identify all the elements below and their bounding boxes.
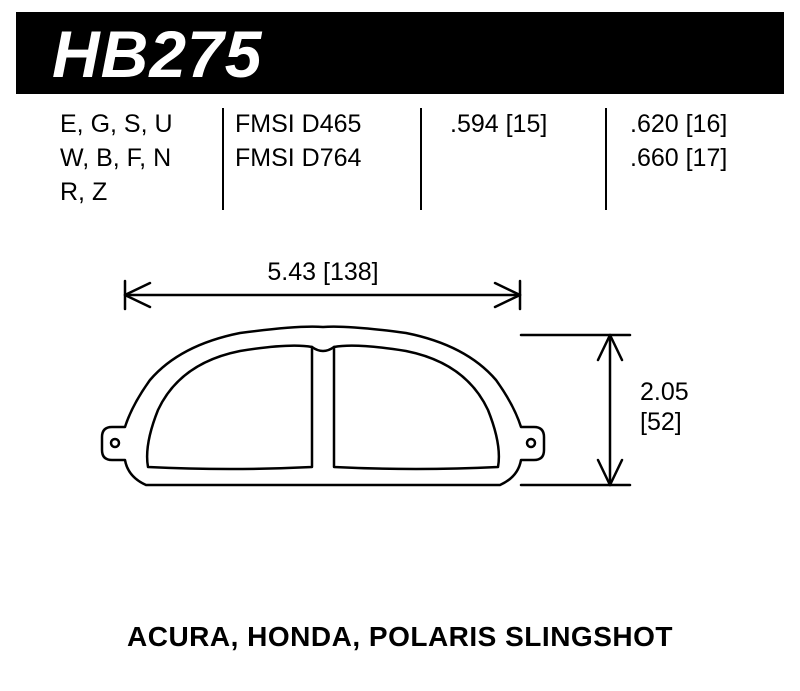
page: HB275 E, G, S, U W, B, F, N R, Z FMSI D4… xyxy=(0,0,800,691)
spec-cell: FMSI D465 xyxy=(235,108,405,142)
table-divider xyxy=(420,108,422,210)
spec-table: E, G, S, U W, B, F, N R, Z FMSI D465 FMS… xyxy=(60,108,760,218)
vehicle-makes: ACURA, HONDA, POLARIS SLINGSHOT xyxy=(0,621,800,653)
height-dim-label-1: 2.05 xyxy=(640,378,689,406)
spec-cell: .660 [17] xyxy=(630,142,770,176)
pad-diagram: 5.43 [138] xyxy=(40,255,760,575)
table-divider xyxy=(222,108,224,210)
spec-cell: FMSI D764 xyxy=(235,142,405,176)
spec-col-compounds: E, G, S, U W, B, F, N R, Z xyxy=(60,108,220,209)
spec-cell: .620 [16] xyxy=(630,108,770,142)
spec-cell: W, B, F, N xyxy=(60,142,220,176)
height-dim-label-2: [52] xyxy=(640,408,682,436)
spec-cell: .594 [15] xyxy=(450,108,590,142)
table-divider xyxy=(605,108,607,210)
spec-col-thickness-b: .620 [16] .660 [17] xyxy=(630,108,770,176)
header-bar: HB275 xyxy=(16,12,784,94)
width-dim-label: 5.43 [138] xyxy=(267,258,378,286)
spec-col-thickness-a: .594 [15] xyxy=(450,108,590,142)
height-dimension xyxy=(521,335,630,485)
spec-cell: E, G, S, U xyxy=(60,108,220,142)
pad-outline xyxy=(102,327,544,485)
spec-col-fmsi: FMSI D465 FMSI D764 xyxy=(235,108,405,176)
part-number: HB275 xyxy=(52,16,262,92)
spec-cell: R, Z xyxy=(60,176,220,210)
